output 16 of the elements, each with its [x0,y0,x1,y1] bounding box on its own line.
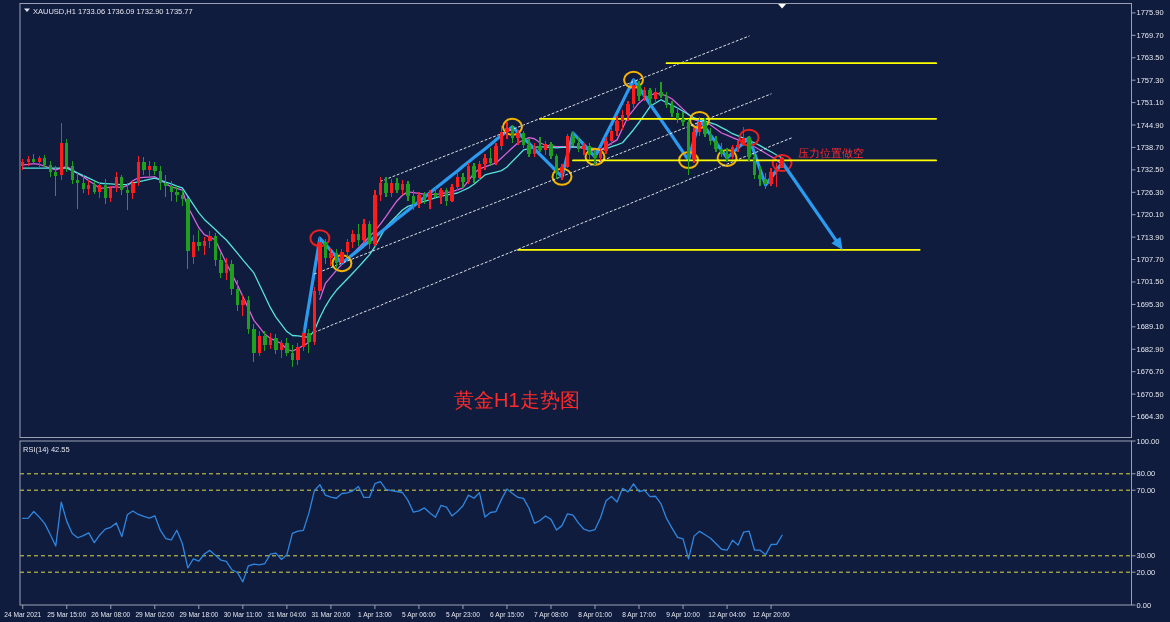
line-series [313,136,794,333]
point [584,147,606,166]
point [771,154,793,172]
point [309,229,331,248]
point [738,128,760,147]
point [501,117,523,136]
line-series [22,481,783,583]
point [689,110,711,129]
annotation: 压力位置做空 [798,146,865,159]
annotation: 黄金H1走势图 [453,389,580,411]
point [678,151,700,170]
point [716,148,738,167]
point [623,70,645,89]
line-series [313,93,772,275]
point [551,167,573,186]
point [331,254,353,273]
